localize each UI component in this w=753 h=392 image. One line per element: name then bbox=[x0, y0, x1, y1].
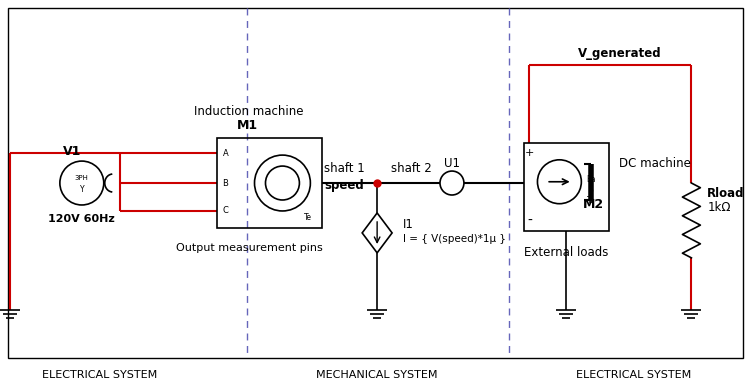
Text: 120V 60Hz: 120V 60Hz bbox=[48, 214, 115, 224]
Text: Rload: Rload bbox=[707, 187, 745, 200]
Text: I = { V(speed)*1μ }: I = { V(speed)*1μ } bbox=[403, 234, 506, 244]
Text: B: B bbox=[223, 178, 228, 187]
Text: shaft 1: shaft 1 bbox=[324, 162, 364, 174]
Text: Output measurement pins: Output measurement pins bbox=[175, 243, 322, 253]
Bar bbox=[524, 143, 608, 231]
Text: Te: Te bbox=[304, 214, 312, 222]
Text: U1: U1 bbox=[444, 156, 460, 170]
Text: External loads: External loads bbox=[524, 246, 608, 260]
Text: MECHANICAL SYSTEM: MECHANICAL SYSTEM bbox=[316, 370, 438, 379]
Text: Induction machine: Induction machine bbox=[194, 105, 303, 118]
Bar bbox=[8, 9, 743, 358]
Text: shaft 2: shaft 2 bbox=[391, 162, 431, 174]
Text: DC machine: DC machine bbox=[618, 156, 691, 170]
Text: +: + bbox=[525, 148, 535, 158]
Text: ELECTRICAL SYSTEM: ELECTRICAL SYSTEM bbox=[42, 370, 157, 379]
Bar bbox=[218, 138, 322, 228]
Text: Te: Te bbox=[587, 196, 595, 205]
Text: o: o bbox=[588, 185, 593, 194]
Text: V1: V1 bbox=[62, 145, 81, 158]
Text: V_generated: V_generated bbox=[578, 47, 661, 60]
Text: A: A bbox=[223, 149, 228, 158]
Text: -: - bbox=[527, 214, 532, 228]
Text: 1kΩ: 1kΩ bbox=[707, 201, 731, 214]
Text: I1: I1 bbox=[403, 218, 414, 231]
Text: speed: speed bbox=[325, 178, 364, 192]
Text: 3PH: 3PH bbox=[75, 175, 89, 181]
Text: M2: M2 bbox=[583, 198, 604, 211]
Text: M1: M1 bbox=[237, 119, 258, 132]
Text: C: C bbox=[223, 207, 228, 216]
Text: ELECTRICAL SYSTEM: ELECTRICAL SYSTEM bbox=[576, 370, 691, 379]
Text: Ea: Ea bbox=[586, 174, 596, 183]
Text: Y: Y bbox=[80, 185, 84, 194]
